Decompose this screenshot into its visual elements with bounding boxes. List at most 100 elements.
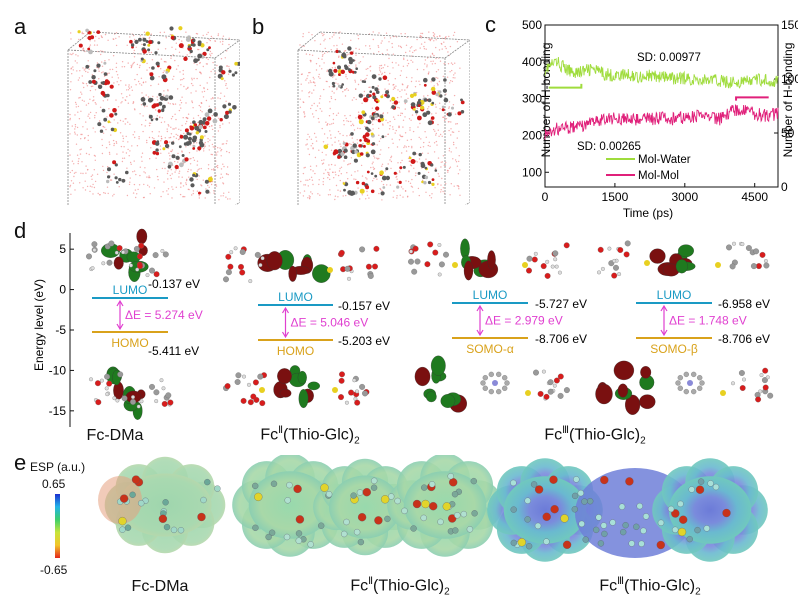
water-dot: [210, 35, 213, 38]
water-dot: [334, 198, 336, 201]
water-dot: [344, 50, 347, 52]
atom: [365, 132, 370, 137]
water-dot: [94, 180, 97, 183]
water-dot: [77, 79, 80, 81]
atom: [257, 373, 264, 380]
water-dot: [301, 90, 303, 92]
water-dot: [164, 137, 166, 139]
water-dot: [160, 58, 163, 60]
water-dot: [331, 90, 333, 93]
water-dot: [191, 132, 193, 134]
water-dot: [174, 103, 177, 105]
water-dot: [98, 37, 100, 40]
water-dot: [119, 132, 122, 134]
atom: [442, 88, 447, 93]
water-dot: [183, 77, 185, 80]
water-dot: [441, 135, 443, 137]
water-dot: [390, 160, 393, 163]
water-dot: [305, 53, 308, 55]
molecule-cluster: [361, 170, 385, 196]
atom: [184, 157, 189, 162]
water-dot: [388, 128, 391, 130]
water-dot: [434, 103, 437, 106]
water-dot: [369, 65, 372, 67]
water-dot: [432, 60, 434, 62]
water-dot: [174, 171, 176, 173]
atom: [533, 251, 538, 256]
water-dot: [452, 77, 454, 79]
water-dot: [408, 171, 410, 173]
water-dot: [351, 99, 354, 101]
water-dot: [331, 144, 333, 146]
atom: [642, 513, 650, 520]
water-dot: [431, 193, 433, 195]
water-dot: [336, 87, 338, 89]
water-dot: [211, 143, 214, 146]
atom: [219, 118, 223, 122]
water-dot: [338, 170, 341, 172]
water-dot: [192, 190, 195, 192]
atom: [103, 61, 107, 65]
water-dot: [315, 69, 318, 71]
water-dot: [376, 157, 378, 159]
caption-e-fc2: FcⅡ(Thio-Glc)2: [350, 576, 450, 598]
water-dot: [158, 131, 160, 133]
water-dot: [181, 40, 183, 42]
water-dot: [404, 33, 406, 35]
water-dot: [99, 106, 102, 109]
water-dot: [378, 51, 380, 53]
water-dot: [438, 80, 441, 83]
water-dot: [69, 133, 71, 135]
water-dot: [69, 184, 72, 187]
sulfur-atom: [522, 262, 528, 268]
atom: [466, 526, 474, 533]
atom: [620, 528, 627, 536]
water-dot: [69, 119, 71, 121]
atom: [342, 141, 346, 145]
water-dot: [380, 42, 382, 44]
water-dot: [421, 32, 424, 35]
water-dot: [332, 76, 334, 78]
atom: [410, 159, 416, 164]
water-dot: [106, 171, 108, 174]
md-box-a: [67, 26, 240, 205]
water-dot: [451, 80, 454, 83]
orbital-lobes: [273, 365, 320, 409]
atom: [449, 478, 458, 487]
atom: [443, 78, 447, 82]
atom: [295, 530, 303, 537]
water-dot: [217, 33, 220, 35]
atom: [758, 389, 763, 394]
atom: [354, 150, 358, 154]
water-dot: [404, 116, 406, 118]
atom: [636, 502, 643, 510]
orbital-lobe: [307, 381, 320, 391]
water-dot: [131, 145, 133, 147]
atom: [372, 92, 376, 96]
water-dot: [143, 171, 145, 173]
atom: [90, 35, 95, 40]
water-dot: [163, 94, 165, 96]
water-dot: [347, 164, 349, 166]
water-dot: [331, 36, 333, 38]
atom: [367, 119, 372, 125]
molecule-cluster: [408, 151, 433, 171]
atom: [482, 385, 488, 391]
water-dot: [445, 47, 447, 50]
water-dot: [150, 51, 153, 54]
water-dot: [220, 58, 223, 60]
water-dot: [109, 68, 111, 71]
atom: [169, 26, 174, 31]
water-dot: [405, 51, 407, 54]
water-dot: [376, 178, 378, 180]
water-dot: [133, 49, 135, 52]
water-dot: [181, 150, 183, 152]
water-dot: [69, 89, 72, 91]
water-dot: [407, 195, 409, 197]
water-dot: [414, 86, 417, 88]
atom: [601, 530, 608, 538]
atom: [677, 527, 687, 537]
atom: [204, 130, 208, 133]
sd-annotation-water: SD: 0.00977: [637, 52, 701, 64]
atom: [252, 524, 259, 531]
